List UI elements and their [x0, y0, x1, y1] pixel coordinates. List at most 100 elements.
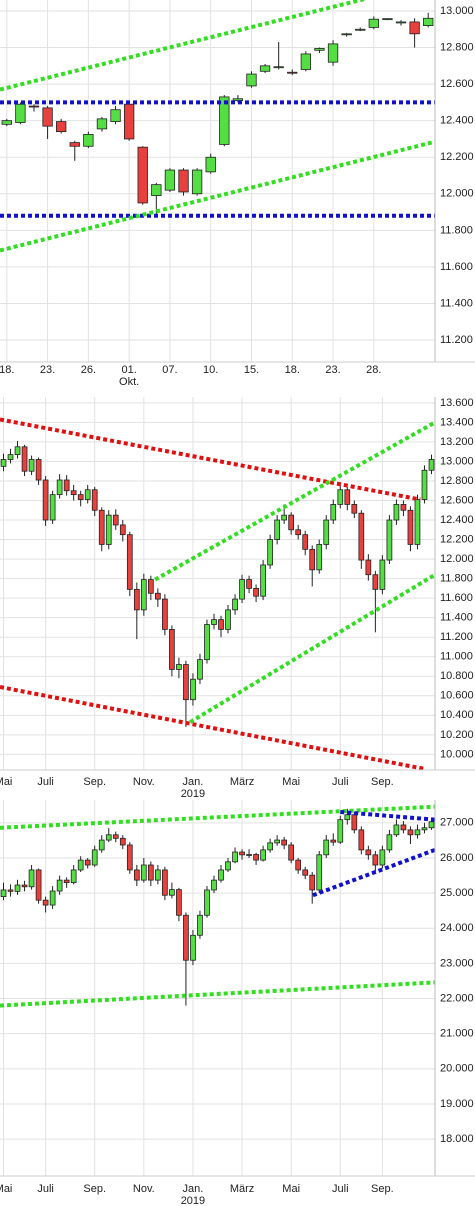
candle-body: [140, 864, 147, 881]
candle-body: [162, 869, 168, 896]
y-tick-label: 11.200: [440, 334, 473, 346]
trend-line: [189, 572, 435, 724]
candle-body: [295, 529, 302, 536]
candle-body: [169, 628, 175, 670]
candle-body: [84, 489, 91, 500]
y-tick-label: 12.000: [440, 188, 474, 200]
candle-body: [316, 544, 323, 571]
x-tick-label: 23.: [40, 364, 55, 376]
candle-body: [164, 169, 176, 191]
y-tick-label: 10.400: [440, 709, 474, 721]
x-tick-label: 23.: [325, 364, 340, 376]
candle-body: [162, 598, 168, 630]
candle-body: [295, 859, 302, 871]
candle-body: [14, 884, 21, 892]
candle-body: [409, 21, 420, 35]
candle-body: [56, 879, 63, 892]
candle-body: [98, 839, 105, 851]
y-tick-label: 11.800: [440, 573, 473, 585]
trend-line: [0, 139, 435, 253]
y-tick-label: 12.400: [440, 514, 474, 526]
candle-body: [232, 98, 244, 101]
x-tick-label: Jan.: [183, 1183, 204, 1195]
candle-body: [246, 854, 252, 856]
candle-body: [35, 459, 42, 481]
y-tick-label: 10.200: [440, 729, 474, 741]
candle-body: [393, 504, 400, 521]
candle-body: [337, 819, 344, 843]
y-tick-label: 13.600: [440, 397, 474, 409]
candle-body: [77, 859, 84, 871]
candle-body: [386, 834, 393, 851]
candle-body: [56, 121, 67, 133]
y-tick-label: 11.400: [440, 612, 473, 624]
y-tick-label: 12.400: [440, 115, 474, 127]
candle-body: [191, 169, 203, 195]
x-tick-label: Juli: [332, 776, 349, 788]
candle-body: [211, 619, 217, 625]
candle-body: [382, 18, 393, 21]
candle-body: [219, 96, 230, 145]
trend-line: [0, 685, 426, 770]
y-tick-label: 23.000: [440, 957, 474, 969]
y-tick-label: 10.000: [440, 748, 474, 760]
y-tick-label: 12.200: [440, 533, 474, 545]
candle-body: [147, 579, 154, 594]
candle-body: [395, 21, 407, 24]
y-tick-label: 27.000: [440, 817, 474, 829]
x-sub-label: Okt.: [119, 376, 139, 388]
candle-body: [344, 489, 351, 505]
candle-body: [423, 17, 434, 26]
candle-body: [323, 839, 330, 856]
candle-body: [327, 43, 339, 63]
candle-body: [91, 849, 98, 866]
candle-body: [330, 504, 337, 521]
y-tick-label: 25.000: [440, 887, 474, 899]
candle-body: [70, 490, 77, 496]
candle-body: [84, 859, 91, 866]
candle-body: [190, 678, 196, 701]
y-tick-label: 11.200: [440, 631, 473, 643]
candle-body: [300, 53, 312, 70]
y-tick-label: 11.600: [440, 592, 473, 604]
candle-body: [259, 65, 271, 72]
candle-body: [119, 524, 126, 536]
y-tick-label: 24.000: [440, 922, 474, 934]
candle-body: [190, 934, 196, 961]
x-tick-label: Sep.: [83, 1183, 106, 1195]
candle-body: [112, 834, 119, 839]
candle-body: [197, 659, 203, 680]
candle-body: [246, 73, 257, 87]
plot-area: [0, 0, 435, 362]
candle-body: [273, 66, 284, 69]
candle-body: [105, 514, 112, 545]
trend-line: [0, 980, 435, 1008]
candle-body: [77, 494, 84, 500]
x-tick-label: Sep.: [83, 776, 106, 788]
candle-body: [232, 851, 238, 863]
candle-body: [246, 579, 252, 589]
trend-line: [154, 420, 435, 582]
candle-body: [218, 619, 224, 630]
candle-body: [309, 874, 316, 891]
x-tick-label: Mai: [0, 1183, 12, 1195]
candle-body: [98, 509, 105, 545]
candle-body: [341, 33, 352, 36]
candle-body: [28, 869, 35, 888]
candle-body: [133, 588, 140, 611]
x-tick-label: 01.: [121, 364, 136, 376]
candle-body: [330, 839, 337, 843]
plot-area: [0, 800, 435, 1176]
x-tick-label: Jan.: [183, 776, 204, 788]
y-tick-label: 21.000: [440, 1028, 474, 1040]
y-tick-label: 13.000: [440, 455, 474, 467]
candle-body: [42, 479, 49, 521]
y-tick-label: 11.600: [440, 261, 473, 273]
candle-body: [7, 889, 14, 892]
x-tick-label: 28.: [366, 364, 381, 376]
trend-line: [0, 804, 435, 830]
candle-body: [7, 454, 14, 460]
y-tick-label: 26.000: [440, 852, 474, 864]
candle-body: [351, 814, 358, 831]
candle-body: [274, 519, 280, 540]
